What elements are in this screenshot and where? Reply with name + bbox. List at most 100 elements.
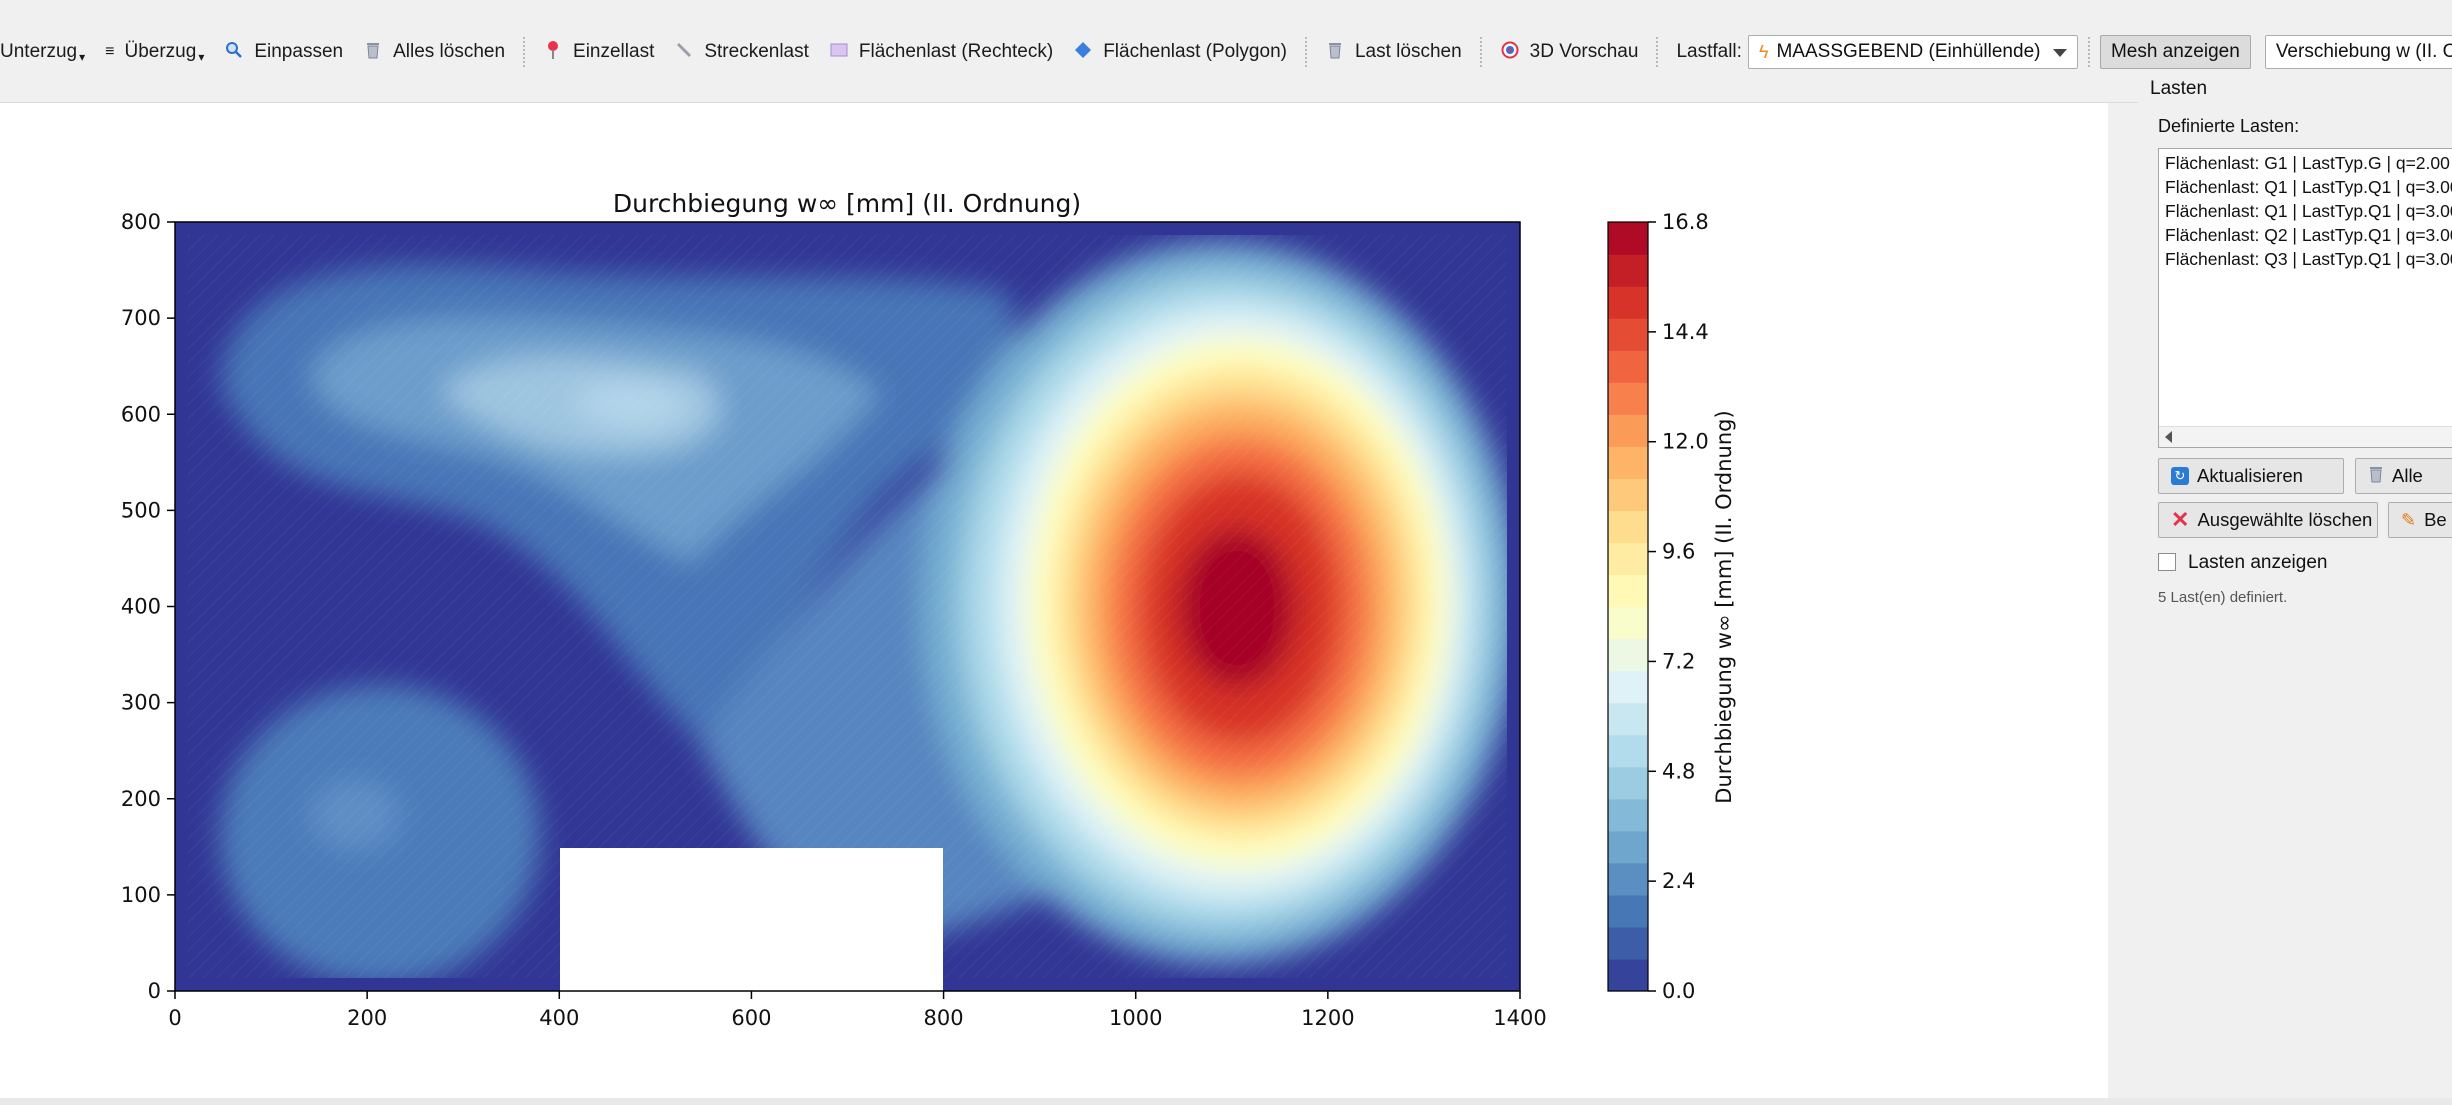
list-item[interactable]: Flächenlast: Q3 | LastTyp.Q1 | q=3.00 xyxy=(2165,249,2452,269)
chart-title: Durchbiegung w∞ [mm] (II. Ordnung) xyxy=(613,189,1081,218)
panel-title: Lasten xyxy=(2150,78,2208,99)
magnifier-icon xyxy=(224,41,244,64)
scroll-left-icon[interactable] xyxy=(2165,431,2172,443)
lastfall-label: Lastfall: xyxy=(1676,41,1742,62)
colorbar-tick-label: 16.8 xyxy=(1662,210,1709,234)
colorbar-band xyxy=(1608,670,1648,704)
edit-button[interactable]: ✎ Be xyxy=(2388,502,2452,538)
toolbar-separator xyxy=(1479,37,1482,67)
y-tick-label: 100 xyxy=(121,883,161,907)
einpassen-label: Einpassen xyxy=(254,41,344,62)
colorbar-tick-label: 0.0 xyxy=(1662,979,1695,1003)
contour-field xyxy=(175,222,1520,991)
colorbar-label: Durchbiegung w∞ [mm] (II. Ordnung) xyxy=(1712,410,1736,803)
slab-opening xyxy=(560,848,943,991)
polygon-load-icon xyxy=(1073,41,1093,64)
defined-loads-label: Definierte Lasten: xyxy=(2158,116,2300,136)
alles-loeschen-button[interactable]: Alles löschen xyxy=(353,34,515,70)
pencil-icon: ✎ xyxy=(2401,509,2417,530)
colorbar-band xyxy=(1608,222,1648,255)
line-load-icon xyxy=(674,41,694,64)
y-tick-label: 0 xyxy=(148,979,161,1003)
refresh-button[interactable]: ↻ Aktualisieren xyxy=(2158,458,2344,494)
trash-icon xyxy=(2368,465,2384,488)
status-strip xyxy=(0,1098,2452,1105)
y-tick-label: 800 xyxy=(121,210,161,234)
last-loeschen-label: Last löschen xyxy=(1354,41,1462,62)
streckenlast-button[interactable]: Streckenlast xyxy=(664,34,819,70)
x-tick-label: 800 xyxy=(924,1006,964,1030)
delete-selected-button[interactable]: ✕ Ausgewählte löschen xyxy=(2158,502,2378,538)
target-3d-icon xyxy=(1500,41,1520,64)
show-loads-checkbox[interactable] xyxy=(2158,553,2176,571)
list-item[interactable]: Flächenlast: G1 | LastTyp.G | q=2.00 k xyxy=(2165,153,2452,173)
plot-canvas[interactable]: Durchbiegung w∞ [mm] (II. Ordnung) xyxy=(0,103,2108,1098)
lastfall-select[interactable]: ϟ MAASSGEBEND (Einhüllende) xyxy=(1747,35,2078,69)
loads-list[interactable]: Flächenlast: G1 | LastTyp.G | q=2.00 k F… xyxy=(2158,148,2452,448)
colorbar-band xyxy=(1608,798,1648,832)
result-type-select[interactable]: Verschiebung w (II. Ordnung) xyxy=(2264,35,2452,69)
dropdown-indicator-icon: ▾ xyxy=(79,50,86,64)
flaechenlast-polygon-label: Flächenlast (Polygon) xyxy=(1103,41,1287,62)
loads-panel: Lasten Definierte Lasten: Flächenlast: G… xyxy=(2138,72,2452,1098)
colorbar: 0.0 2.4 4.8 7.2 9.6 12.0 14.4 16.8 xyxy=(1607,210,1709,1003)
refresh-icon: ↻ xyxy=(2171,467,2189,485)
einpassen-button[interactable]: Einpassen xyxy=(214,34,353,70)
alles-loeschen-label: Alles löschen xyxy=(393,41,506,62)
pin-icon xyxy=(543,40,563,65)
x-axis: 0 200 400 600 800 1000 1200 1400 xyxy=(168,991,1547,1030)
list-item[interactable]: Flächenlast: Q1 | LastTyp.Q1 | q=3.00 xyxy=(2165,201,2452,221)
ueberzug-button[interactable]: ≡ Überzug ▾ xyxy=(95,34,214,70)
colorbar-band xyxy=(1608,830,1648,864)
horizontal-scrollbar[interactable] xyxy=(2159,426,2452,447)
colorbar-tick-label: 14.4 xyxy=(1662,320,1709,344)
rectangle-load-icon xyxy=(829,42,849,63)
colorbar-band xyxy=(1608,638,1648,672)
colorbar-tick-label: 4.8 xyxy=(1662,759,1695,783)
x-tick-label: 200 xyxy=(347,1006,387,1030)
colorbar-band xyxy=(1608,414,1648,447)
colorbar-band xyxy=(1608,446,1648,479)
ueberzug-label: Überzug xyxy=(124,41,197,62)
last-loeschen-button[interactable]: Last löschen xyxy=(1315,34,1472,70)
colorbar-band xyxy=(1608,734,1648,768)
lastfall-value: MAASSGEBEND (Einhüllende) xyxy=(1776,41,2041,62)
lightning-icon: ϟ xyxy=(1758,41,1769,62)
colorbar-band xyxy=(1608,542,1648,576)
flaechenlast-polygon-button[interactable]: Flächenlast (Polygon) xyxy=(1063,34,1297,70)
status-text: 5 Last(en) definiert. xyxy=(2158,589,2288,606)
list-item[interactable]: Flächenlast: Q2 | LastTyp.Q1 | q=3.00 xyxy=(2165,225,2452,245)
vorschau-3d-label: 3D Vorschau xyxy=(1529,41,1639,62)
select-all-button[interactable]: Alle xyxy=(2355,458,2452,494)
x-tick-label: 1400 xyxy=(1493,1006,1546,1030)
colorbar-band xyxy=(1608,958,1648,992)
delete-selected-label: Ausgewählte löschen xyxy=(2197,509,2373,530)
show-loads-label: Lasten anzeigen xyxy=(2188,552,2328,573)
colorbar-band xyxy=(1608,574,1648,608)
einzellast-button[interactable]: Einzellast xyxy=(533,34,664,70)
edit-label: Be xyxy=(2424,509,2447,530)
mesh-anzeigen-toggle[interactable]: Mesh anzeigen xyxy=(2099,35,2251,69)
colorbar-band xyxy=(1608,254,1648,287)
colorbar-tick-label: 9.6 xyxy=(1662,540,1695,564)
x-tick-label: 1000 xyxy=(1109,1006,1162,1030)
y-tick-label: 400 xyxy=(121,595,161,619)
y-tick-label: 300 xyxy=(121,691,161,715)
x-tick-label: 0 xyxy=(168,1006,181,1030)
flaechenlast-rechteck-button[interactable]: Flächenlast (Rechteck) xyxy=(819,34,1063,70)
y-tick-label: 700 xyxy=(121,306,161,330)
y-tick-label: 200 xyxy=(121,787,161,811)
loads-list-content: Flächenlast: G1 | LastTyp.G | q=2.00 k F… xyxy=(2159,149,2452,271)
toolbar-separator xyxy=(2087,37,2090,67)
vorschau-3d-button[interactable]: 3D Vorschau xyxy=(1490,34,1649,70)
colorbar-tick-label: 7.2 xyxy=(1662,649,1695,673)
list-item[interactable]: Flächenlast: Q1 | LastTyp.Q1 | q=3.00 xyxy=(2165,177,2452,197)
trash-icon xyxy=(1325,41,1345,64)
refresh-label: Aktualisieren xyxy=(2197,465,2303,486)
colorbar-band xyxy=(1608,702,1648,736)
deflection-contour-plot: Durchbiegung w∞ [mm] (II. Ordnung) xyxy=(121,189,1736,1030)
colorbar-band xyxy=(1608,606,1648,640)
colorbar-band xyxy=(1608,318,1648,351)
colorbar-frame xyxy=(1607,221,1649,992)
unterzug-button[interactable]: Unterzug ▾ xyxy=(0,34,95,70)
